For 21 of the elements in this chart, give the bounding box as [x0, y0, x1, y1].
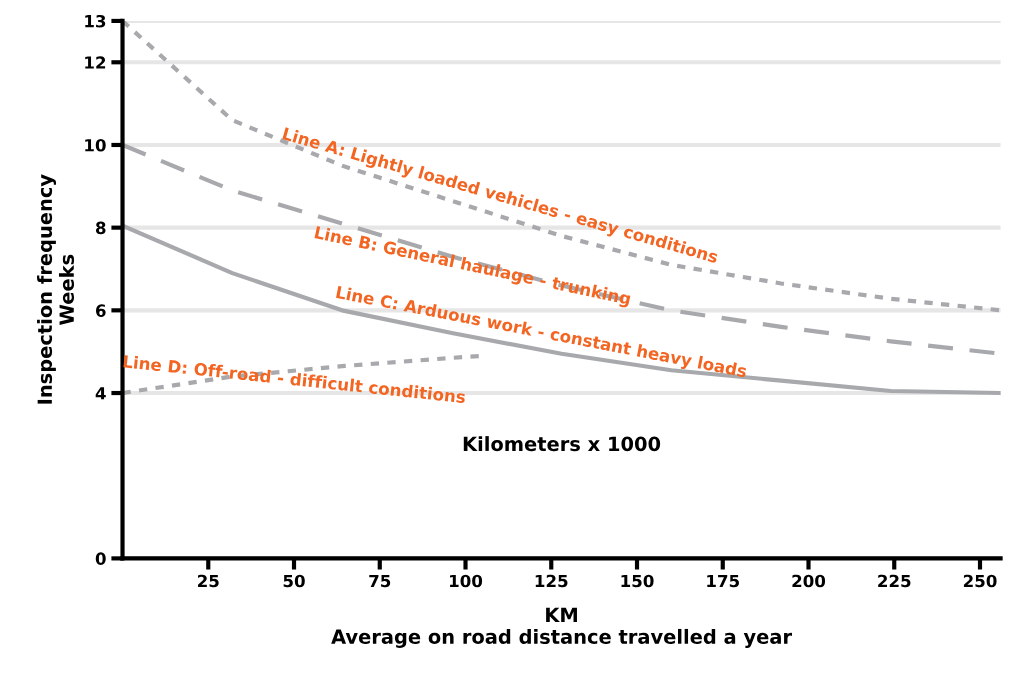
y-axis-title: Inspection frequency Weeks [37, 174, 75, 404]
y-tick-label: 6 [95, 304, 106, 317]
x-tick-label: 75 [369, 574, 391, 588]
x-tick-label: 25 [197, 574, 219, 588]
y-tick-label: 12 [85, 56, 106, 69]
y-tick-label: 4 [95, 387, 106, 400]
y-tick-label: 10 [85, 138, 106, 152]
x-tick-label: 100 [450, 574, 483, 588]
x-tick-label: 225 [878, 574, 911, 588]
x-axis-title: KM Average on road distance travelled a year [331, 607, 792, 648]
x-tick-label: 150 [621, 574, 654, 588]
x-tick-label: 200 [792, 574, 826, 588]
x-tick-label: 250 [963, 574, 997, 588]
annotation: Kilometers x 1000 [463, 436, 661, 452]
text: Line D: Off-road - difficult conditions [123, 354, 466, 404]
y-tick-label: 8 [95, 221, 106, 235]
y-tick-label: 13 [85, 14, 106, 28]
y-tick-label: 0 [95, 552, 106, 565]
x-tick-label: 175 [707, 574, 739, 588]
x-tick-label: 50 [283, 574, 305, 588]
x-tick-label: 125 [535, 574, 568, 588]
